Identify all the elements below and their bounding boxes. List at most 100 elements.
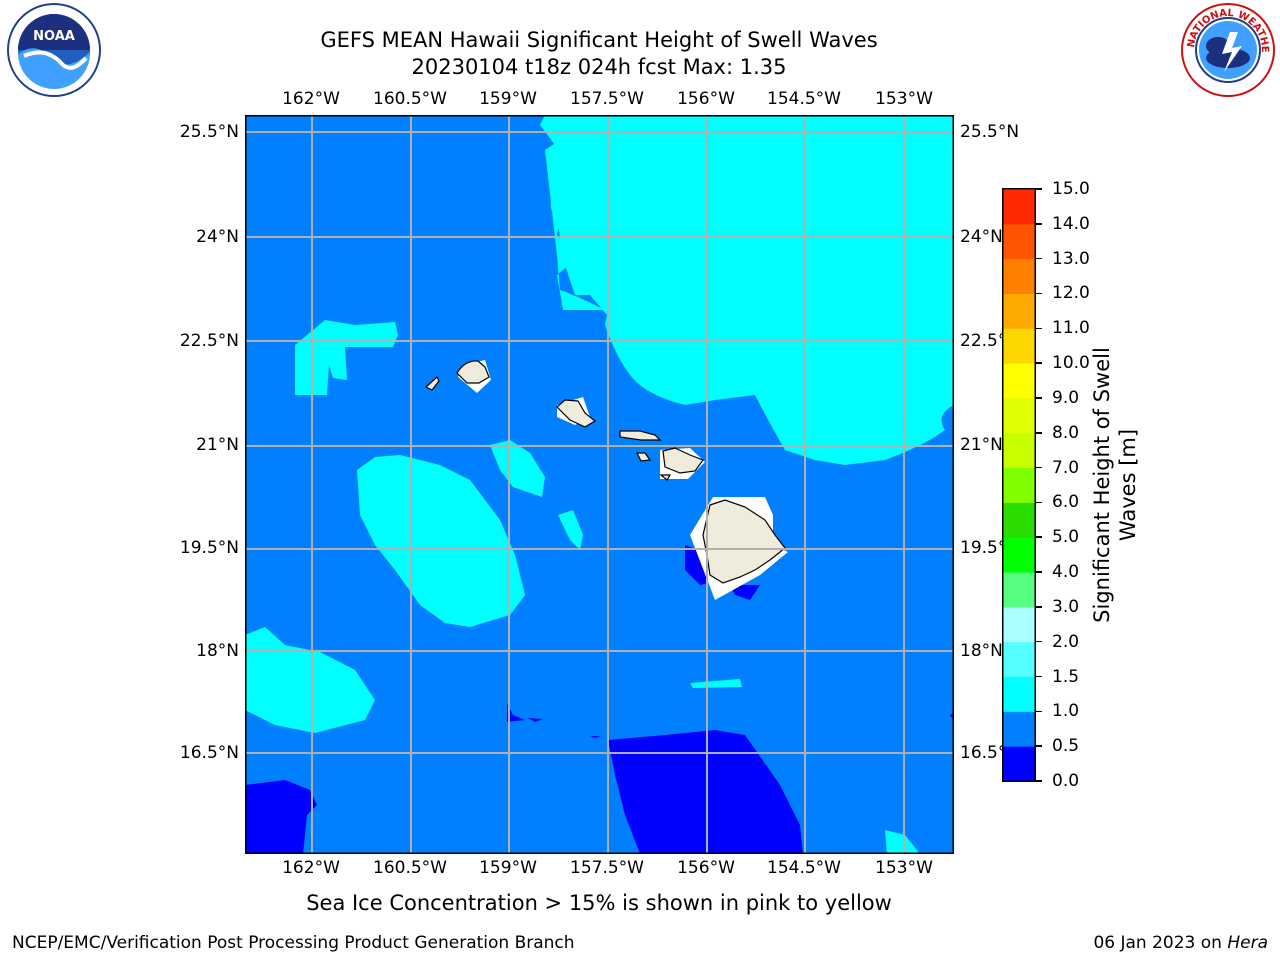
- island-kauai: [456, 360, 490, 384]
- lon-label-top: 159°W: [479, 89, 537, 109]
- colorbar-frame: [1002, 188, 1036, 782]
- colorbar-tick: [1036, 362, 1042, 364]
- colorbar-bin: [1003, 223, 1035, 260]
- swell-region-southwest: [245, 627, 375, 733]
- lat-label-left: 16.5°N: [179, 743, 239, 763]
- colorbar-tick-label: 11.0: [1052, 318, 1090, 339]
- lat-label-left: 24°N: [196, 227, 239, 247]
- colorbar-tick: [1036, 710, 1042, 713]
- colorbar-tick-label: 1.0: [1052, 701, 1080, 722]
- swell-low-small-2: [528, 718, 543, 722]
- island-niihau: [424, 376, 440, 391]
- colorbar-bin: [1003, 641, 1035, 678]
- colorbar-tick-label: 1.5: [1052, 666, 1080, 687]
- colorbar-bin: [1003, 189, 1035, 225]
- map-frame: [245, 115, 954, 854]
- colorbar-tick: [1036, 397, 1042, 399]
- colorbar-tick: [1036, 571, 1042, 573]
- colorbar-title: Significant Height of Swell Waves [m]: [1090, 347, 1140, 623]
- colorbar-bin: [1003, 537, 1035, 573]
- lon-label-top: 156°W: [677, 89, 735, 109]
- swell-low-sw: [245, 780, 317, 854]
- colorbar-tick-label: 3.0: [1052, 596, 1080, 617]
- colorbar-tick-label: 14.0: [1052, 213, 1090, 234]
- colorbar-bin: [1003, 606, 1035, 643]
- colorbar-tick-label: 6.0: [1052, 492, 1080, 513]
- colorbar-tick-label: 8.0: [1052, 422, 1080, 443]
- lat-label-left: 22.5°N: [179, 331, 239, 351]
- swell-region-small-1: [558, 510, 583, 550]
- swell-region-se-corner: [885, 830, 920, 854]
- swell-region-ne-lobe: [545, 115, 605, 310]
- colorbar-bin: [1003, 711, 1035, 747]
- colorbar-tick-label: 7.0: [1052, 457, 1080, 478]
- colorbar-tick-label: 12.0: [1052, 283, 1090, 304]
- colorbar-tick-label: 2.0: [1052, 631, 1080, 652]
- colorbar-tick: [1036, 501, 1042, 504]
- noaa-logo: NOAA: [7, 3, 101, 97]
- footer-credit: NCEP/EMC/Verification Post Processing Pr…: [12, 933, 575, 953]
- lat-label-left: 19.5°N: [179, 538, 239, 558]
- lat-label-left: 18°N: [196, 641, 239, 661]
- swell-low-bigisland-s: [730, 585, 760, 600]
- lon-label-top: 154.5°W: [767, 89, 841, 109]
- map-panel: [245, 115, 954, 854]
- swell-region-streak: [690, 679, 742, 688]
- lon-label-top: 153°W: [875, 89, 933, 109]
- colorbar-bin: [1003, 676, 1035, 712]
- lon-label-bottom: 154.5°W: [767, 858, 841, 878]
- colorbar-tick: [1036, 188, 1042, 190]
- lat-label-left: 25.5°N: [179, 122, 239, 142]
- island-lanai: [636, 452, 652, 462]
- lon-label-bottom: 159°W: [479, 858, 537, 878]
- footer-date: 06 Jan 2023 on Hera: [1093, 933, 1268, 953]
- colorbar-bin: [1003, 572, 1035, 608]
- colorbar-tick: [1036, 640, 1042, 643]
- lat-label-right: 24°N: [960, 227, 1003, 247]
- colorbar-tick-label: 15.0: [1052, 179, 1090, 199]
- lon-label-bottom: 157.5°W: [570, 858, 644, 878]
- colorbar-tick: [1036, 432, 1042, 434]
- colorbar-tick: [1036, 745, 1042, 747]
- colorbar-tick-label: 10.0: [1052, 353, 1090, 374]
- island-maui: [662, 447, 704, 474]
- colorbar-bin: [1003, 397, 1035, 434]
- footer-date-text: 06 Jan 2023 on: [1093, 933, 1228, 953]
- colorbar-bin: [1003, 363, 1035, 399]
- colorbar-tick: [1036, 606, 1042, 608]
- colorbar-tick-label: 4.0: [1052, 562, 1080, 583]
- sea-ice-note: Sea Ice Concentration > 15% is shown in …: [306, 891, 892, 915]
- colorbar-tick-label: 5.0: [1052, 527, 1080, 548]
- footer-host: Hera: [1227, 933, 1268, 953]
- lon-label-bottom: 160.5°W: [373, 858, 447, 878]
- island-kahoolawe: [659, 474, 672, 481]
- swell-region-oahu-south: [490, 440, 545, 497]
- lon-label-top: 162°W: [282, 89, 340, 109]
- swell-region-kauai-west: [295, 320, 398, 395]
- swell-low-small-1: [507, 703, 525, 722]
- colorbar-bin: [1003, 502, 1035, 538]
- lon-label-bottom: 162°W: [282, 858, 340, 878]
- island-oahu: [556, 399, 597, 428]
- colorbar-bin: [1003, 432, 1035, 469]
- lat-label-right: 21°N: [960, 435, 1003, 455]
- nws-logo: NATIONAL WEATHER SERVICE: [1180, 2, 1275, 97]
- swell-low-small-3: [590, 736, 601, 738]
- colorbar-bin: [1003, 328, 1035, 364]
- chart-title: GEFS MEAN Hawaii Significant Height of S…: [320, 28, 878, 52]
- swell-region-ne: [540, 115, 954, 465]
- lon-label-bottom: 156°W: [677, 858, 735, 878]
- colorbar-bin: [1003, 293, 1035, 329]
- lon-label-top: 160.5°W: [373, 89, 447, 109]
- island-molokai: [619, 430, 662, 441]
- noaa-logo-text: NOAA: [33, 29, 75, 44]
- lon-label-bottom: 153°W: [875, 858, 933, 878]
- colorbar-tick: [1036, 292, 1042, 295]
- colorbar-bin: [1003, 746, 1035, 782]
- colorbar-tick: [1036, 257, 1042, 260]
- gridlines: [245, 115, 954, 854]
- colorbar-tick-label: 9.0: [1052, 387, 1080, 408]
- colorbar-tick: [1036, 780, 1042, 782]
- colorbar-tick: [1036, 466, 1042, 469]
- colorbar-tick-label: 13.0: [1052, 248, 1090, 269]
